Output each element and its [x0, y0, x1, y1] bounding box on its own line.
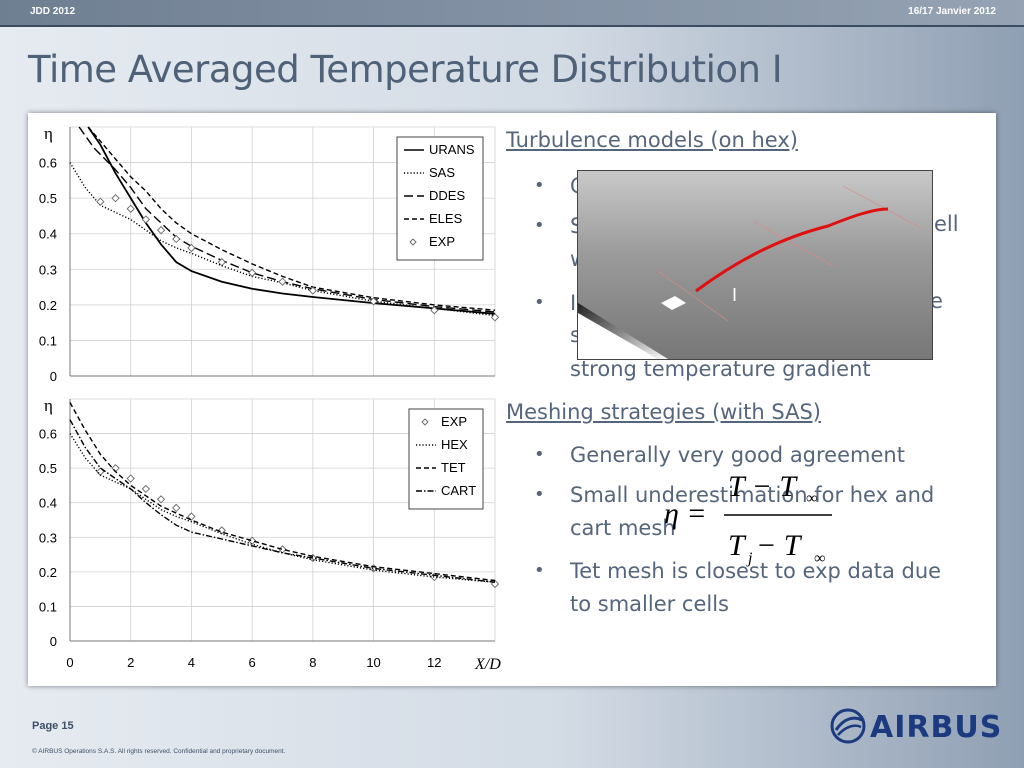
header-date: 16/17 Janvier 2012 — [908, 6, 996, 17]
data-point — [158, 496, 165, 503]
data-point — [127, 475, 134, 482]
charts: 00.10.20.30.40.50.6ηURANSSASDDESELESEXP0… — [28, 113, 508, 686]
data-point — [127, 205, 134, 212]
x-tick-label: 8 — [309, 655, 316, 670]
content-panel: 0 0.1 0.2 0.3 0.4 0.5 0.6 η URANS SAS DDES ELES EXP 0… — [28, 113, 996, 686]
top-divider — [0, 25, 1024, 27]
chart-2: 0 0.1 0.2 0.3 0.4 0.5 0.6 η 0 2 4 6 8 10 12 X/D EXP HEX TE… — [39, 396, 501, 673]
formula-num-sub: ∞ — [806, 490, 817, 507]
x-axis-label: X/D — [474, 656, 501, 673]
legend-label: TET — [441, 460, 466, 475]
formula-den-rest: − T — [756, 529, 803, 562]
y-tick-label: 0 — [50, 369, 57, 384]
data-point — [142, 216, 149, 223]
data-point — [158, 227, 165, 234]
data-point — [97, 198, 104, 205]
y-tick-label: 0.3 — [39, 262, 57, 277]
y-tick-label: 0.2 — [39, 298, 57, 313]
slide-title: Time Averaged Temperature Distribution I — [28, 48, 782, 91]
legend-label: EXP — [441, 414, 467, 429]
section-meshing-heading: Meshing strategies (with SAS) — [506, 400, 821, 424]
x-tick-label: 6 — [249, 655, 256, 670]
y-axis-label: η — [44, 396, 53, 415]
centerline-curve — [696, 209, 888, 291]
bullet-turbulence-3-line3: strong temperature gradient — [570, 357, 871, 381]
data-point — [279, 278, 286, 285]
probe-line-3 — [843, 186, 923, 229]
bullet-meshing-3-line2: to smaller cells — [570, 592, 729, 616]
x-tick-label: 10 — [366, 655, 380, 670]
y-axis-label: η — [44, 124, 53, 143]
header-event: JDD 2012 — [30, 6, 75, 17]
legend: URANS SAS DDES ELES EXP — [397, 137, 483, 260]
formula-den-t: T — [728, 529, 747, 562]
data-point — [173, 236, 180, 243]
data-point — [112, 195, 119, 202]
airbus-logo: AIRBUS — [830, 706, 1000, 746]
x-tick-label: 2 — [127, 655, 134, 670]
copyright: © AIRBUS Operations S.A.S. All rights re… — [32, 748, 285, 755]
bullet-meshing-2-line2: cart mesh — [570, 516, 676, 540]
y-tick-label: 0.1 — [39, 599, 57, 614]
top-bar — [0, 0, 1024, 25]
airbus-logo-icon — [830, 708, 866, 744]
y-tick-label: 0.5 — [39, 191, 57, 206]
formula-den-sub-j: j — [746, 550, 753, 567]
legend-label: CART — [441, 483, 476, 498]
y-tick-label: 0.4 — [39, 496, 57, 511]
formula-lhs: η = — [664, 497, 707, 530]
inset-graphic: I — [578, 171, 932, 359]
bullet-turbulence-2-tail: ell — [934, 212, 959, 236]
formula-numerator: T − T — [728, 470, 798, 503]
chart-1: 0 0.1 0.2 0.3 0.4 0.5 0.6 η URANS SAS DDES ELES EXP — [39, 124, 499, 384]
legend-label: EXP — [429, 234, 455, 249]
eta-formula: η = T − T ∞ T j − T ∞ — [664, 463, 874, 573]
bullet-turbulence-3: I — [570, 288, 576, 318]
y-tick-label: 0 — [50, 634, 57, 649]
x-tick-label: 12 — [427, 655, 441, 670]
legend-label: DDES — [429, 188, 465, 203]
temperature-field-inset: I — [577, 170, 933, 360]
legend-label: HEX — [441, 437, 468, 452]
y-tick-label: 0.6 — [39, 156, 57, 171]
x-tick-label: 4 — [188, 655, 195, 670]
legend-label: SAS — [429, 165, 455, 180]
jet-marker — [661, 296, 686, 310]
data-point — [142, 485, 149, 492]
y-tick-label: 0.3 — [39, 530, 57, 545]
legend-label: URANS — [429, 142, 475, 157]
y-tick-label: 0.1 — [39, 333, 57, 348]
probe-line-1 — [658, 271, 728, 321]
y-tick-label: 0.6 — [39, 427, 57, 442]
data-point — [173, 504, 180, 511]
section-turbulence-heading: Turbulence models (on hex) — [506, 128, 798, 152]
y-tick-label: 0.4 — [39, 227, 57, 242]
airbus-logo-text: AIRBUS — [870, 710, 1002, 745]
legend: EXP HEX TET CART — [409, 409, 483, 509]
y-tick-label: 0.2 — [39, 565, 57, 580]
inset-label: I — [732, 285, 737, 305]
formula-den-sub-inf: ∞ — [814, 550, 825, 567]
y-tick-label: 0.5 — [39, 461, 57, 476]
legend-label: ELES — [429, 211, 463, 226]
x-tick-label: 0 — [66, 655, 73, 670]
page-number: Page 15 — [32, 720, 74, 732]
